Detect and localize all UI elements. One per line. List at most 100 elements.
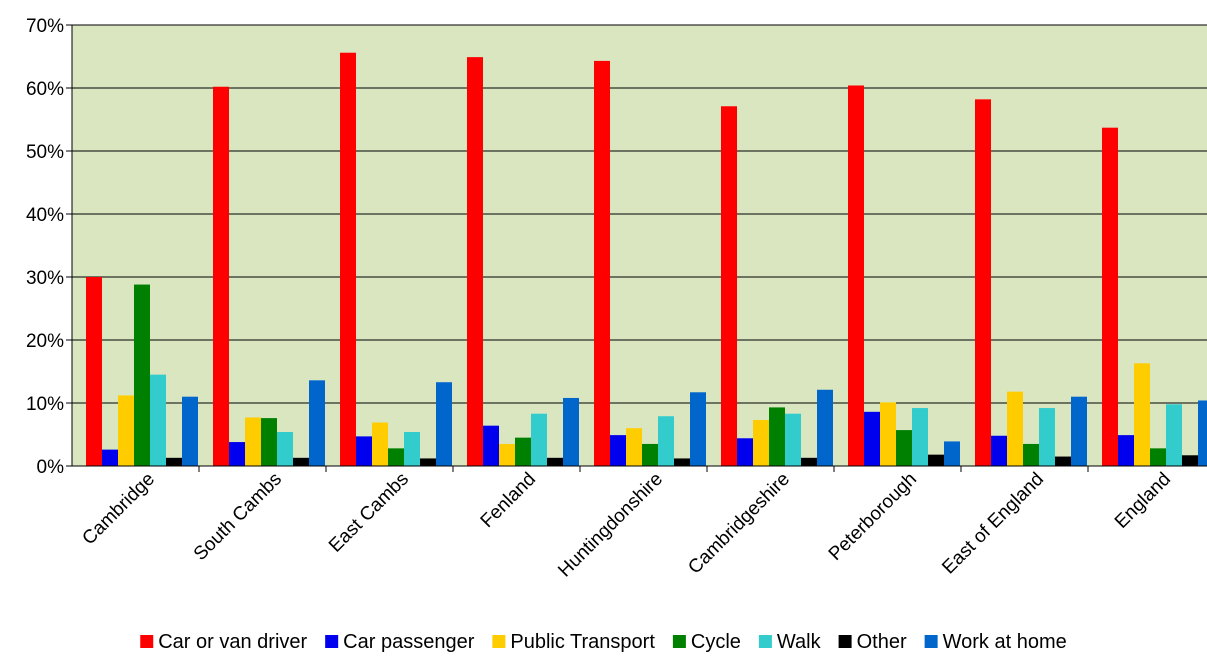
bar-work-at-home [436,382,452,466]
bar-car-or-van-driver [467,57,483,466]
bar-car-passenger [610,435,626,466]
bar-walk [658,416,674,466]
x-tick-label: Cambridge [78,469,159,550]
bar-car-passenger [229,442,245,466]
bar-other [547,457,563,466]
y-axis-ticks: 0% 10% 20% 30% 40% 50% 60% 70% [26,16,72,478]
bar-work-at-home [817,389,833,466]
bar-work-at-home [690,392,706,466]
legend-label: Other [857,631,907,653]
bar-walk [1166,404,1182,466]
bar-work-at-home [309,380,325,466]
x-tick-label: East Cambs [325,469,413,557]
bar-other [674,458,690,466]
bar-car-or-van-driver [1102,127,1118,466]
plot-area [72,25,1207,466]
y-tick-label: 30% [26,268,64,289]
bar-work-at-home [182,396,198,466]
x-axis-ticks: Cambridge South Cambs East Cambs Fenland Hun… [78,466,1175,581]
bar-public-transport [753,420,769,466]
bar-public-transport [245,417,261,466]
bar-public-transport [626,428,642,466]
bar-other [420,458,436,466]
legend-swatch [758,635,772,648]
legend-label: Cycle [691,631,741,653]
legend-label: Car or van driver [158,631,307,653]
bar-public-transport [1134,363,1150,466]
legend-swatch [140,635,154,648]
y-tick-label: 10% [26,394,64,415]
legend: Car or van driver Car passenger Public Tra… [140,631,1067,653]
bar-work-at-home [1198,400,1207,466]
bar-cycle [261,418,277,466]
bar-other [1182,455,1198,466]
bar-car-passenger [1118,435,1134,466]
y-tick-label: 0% [37,457,65,478]
y-tick-label: 40% [26,205,64,226]
bar-walk [912,408,928,466]
y-tick-label: 60% [26,79,64,100]
bar-car-or-van-driver [975,99,991,466]
bar-cycle [1150,448,1166,466]
axes [71,25,1207,467]
bar-other [293,457,309,466]
bar-car-or-van-driver [594,60,610,466]
bar-car-passenger [991,435,1007,466]
x-tick-label: England [1111,469,1175,533]
legend-swatch [924,635,938,648]
bar-car-or-van-driver [721,106,737,467]
bar-car-or-van-driver [86,277,102,466]
bar-car-passenger [102,449,118,466]
bar-cycle [896,430,912,466]
bar-public-transport [118,395,134,466]
x-tick-label: Fenland [477,469,540,532]
bar-car-or-van-driver [213,86,229,467]
bar-cycle [515,437,531,466]
bar-cycle [642,443,658,466]
bar-car-or-van-driver [340,52,356,466]
bar-cycle [769,407,785,466]
bar-walk [150,374,166,466]
legend-swatch [672,635,686,648]
bar-car-passenger [737,438,753,466]
bar-cycle [134,284,150,466]
bar-walk [277,431,293,466]
y-tick-label: 20% [26,331,64,352]
bar-walk [404,431,420,466]
x-tick-label: East of England [938,469,1048,579]
legend-label: Car passenger [343,631,475,653]
legend-label: Public Transport [510,631,655,653]
bar-public-transport [499,443,515,466]
bar-work-at-home [563,397,579,466]
legend-swatch [838,635,852,648]
x-tick-label: Cambridgeshire [684,469,794,579]
bar-cycle [1023,443,1039,466]
y-tick-label: 70% [26,16,64,37]
bar-car-passenger [356,436,372,466]
bar-work-at-home [944,441,960,466]
y-tick-label: 50% [26,142,64,163]
bar-car-passenger [864,411,880,466]
bar-other [928,454,944,466]
bar-public-transport [880,402,896,466]
x-tick-label: Peterborough [825,469,921,565]
bar-other [801,457,817,466]
legend-swatch [325,635,339,648]
bar-car-or-van-driver [848,85,864,466]
bar-other [166,457,182,466]
bar-cycle [388,448,404,466]
legend-swatch [492,635,506,648]
x-tick-label: Huntingdonshire [554,469,667,582]
bar-walk [785,413,801,466]
gridlines [72,24,1207,404]
legend-label: Walk [777,631,822,653]
bar-walk [1039,408,1055,466]
bar-public-transport [1007,391,1023,466]
bar-car-passenger [483,425,499,466]
bar-work-at-home [1071,396,1087,466]
bar-public-transport [372,422,388,466]
bar-walk [531,413,547,466]
bars [86,52,1207,467]
bar-other [1055,456,1071,466]
